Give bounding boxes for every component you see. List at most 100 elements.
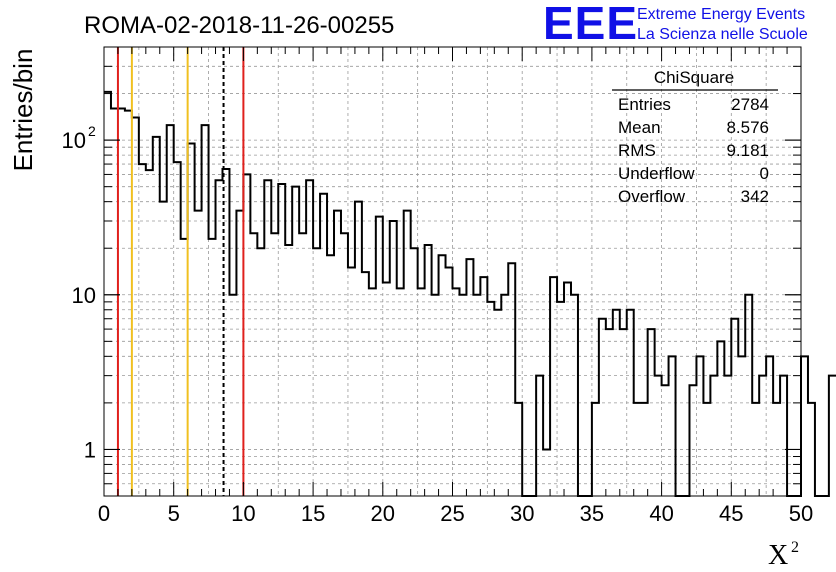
histogram-bin [759,376,766,496]
histogram-bin [473,295,480,496]
histogram-bin [620,329,627,496]
stats-label-mean: Mean [618,118,661,137]
histogram-bin [599,319,606,496]
stats-value-rms: 9.181 [726,141,769,160]
histogram-bin [738,356,745,496]
x-tick-label: 0 [98,501,110,526]
stats-box-title: ChiSquare [654,68,734,87]
axis-ticks [103,47,802,496]
histogram-bin [703,403,710,496]
histogram-bin [383,283,390,496]
histogram-bin [494,310,501,496]
stats-label-entries: Entries [618,95,671,114]
logo-line-1: Extreme Energy Events [637,6,805,23]
histogram-bin [808,403,815,496]
x-tick-label: 40 [649,501,673,526]
histogram-bin [453,288,460,496]
histogram-bin [627,310,634,496]
stats-label-underflow: Underflow [618,164,695,183]
histogram-bin [564,283,571,496]
histogram-bin [543,449,550,496]
histogram-bin [111,109,118,496]
histogram-bin [536,376,543,496]
histogram-bin [118,109,125,496]
stats-value-overflow: 342 [741,187,769,206]
histogram-bin [411,248,418,496]
logo-line-2: La Scienza nelle Scuole [637,26,808,43]
stats-label-overflow: Overflow [618,187,686,206]
histogram-bin [641,403,648,496]
y-tick-label: 1 [84,437,96,462]
histogram-bin [146,170,153,496]
histogram-bin [508,263,515,496]
x-axis-title: X [768,540,788,571]
histogram-bin [327,255,334,496]
histogram-bin [132,118,139,496]
histogram-bin [689,385,696,496]
stats-value-entries: 2784 [731,95,769,114]
y-tick-label: 10 [72,283,96,308]
histogram-bin [571,295,578,496]
histogram-bin [390,221,397,496]
x-tick-label: 20 [371,501,395,526]
histogram-bin [202,125,209,496]
histogram-bin [669,356,676,496]
histogram-bin [348,268,355,496]
histogram-bin [306,180,313,496]
x-tick-label: 25 [440,501,464,526]
histogram-bin [369,288,376,496]
histogram-bars [104,90,836,497]
x-axis-title-superscript: 2 [791,539,799,556]
histogram-bin [550,277,557,496]
histogram-bin [236,211,243,496]
histogram-bin [404,211,411,496]
histogram-bin [432,295,439,496]
histogram-bin [188,144,195,496]
histogram-bin [250,233,257,496]
stats-value-underflow: 0 [760,164,769,183]
histogram-bin [362,272,369,496]
histogram-bin [334,211,341,496]
histogram-bin [285,245,292,496]
x-tick-label: 50 [789,501,813,526]
x-tick-label: 15 [301,501,325,526]
histogram-bin [606,329,613,496]
histogram-bin [181,239,188,496]
histogram-bin [216,180,223,496]
histogram-bin [480,277,487,496]
x-tick-label: 5 [168,501,180,526]
histogram-bin [264,180,271,496]
run-title: ROMA-02-2018-11-26-00255 [84,12,394,39]
histogram-bin [125,111,132,496]
histogram-bin [397,288,404,496]
eee-logo-text: EEE [543,0,638,49]
histogram-bin [696,356,703,496]
histogram-bin [439,255,446,496]
histogram-bin [466,259,473,496]
histogram-bin [515,403,522,496]
histogram-bin [271,233,278,496]
histogram-bin [662,385,669,496]
histogram-bin [773,403,780,496]
histogram-bin [801,356,808,496]
histogram-bin [355,202,362,496]
histogram-bin [243,174,250,496]
histogram-bin [655,376,662,496]
reference-lines [116,47,245,496]
stats-value-mean: 8.576 [726,118,769,137]
histogram-bin [501,295,508,496]
histogram-bin [731,319,738,496]
x-tick-label: 10 [231,501,255,526]
histogram-bin [752,403,759,496]
histogram-bin [313,248,320,496]
histogram-bin [557,302,564,496]
histogram-bin [229,295,236,496]
histogram-bin [104,92,111,496]
x-tick-label: 30 [510,501,534,526]
histogram-bin [780,376,787,496]
histogram-bin [320,194,327,496]
histogram-bin [139,164,146,496]
histogram-bin [745,295,752,496]
histogram-bin [292,187,299,496]
